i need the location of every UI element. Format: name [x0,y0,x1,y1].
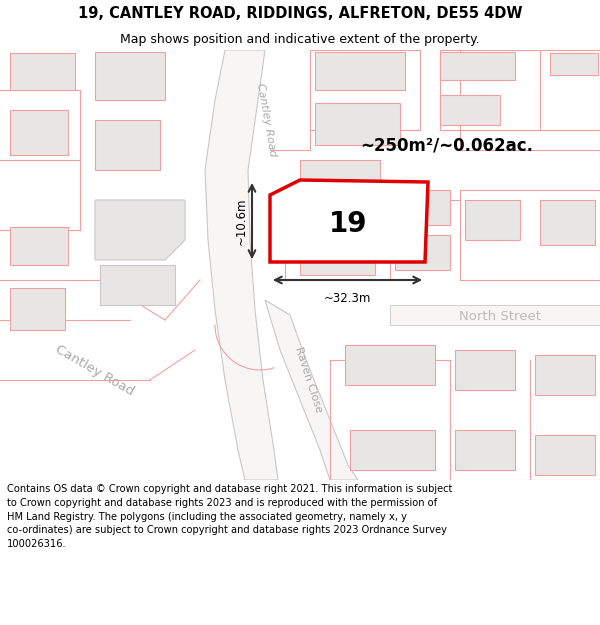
Bar [10,227,68,265]
Bar [315,52,405,90]
Polygon shape [270,180,428,262]
Text: 19, CANTLEY ROAD, RIDDINGS, ALFRETON, DE55 4DW: 19, CANTLEY ROAD, RIDDINGS, ALFRETON, DE… [78,6,522,21]
Bar [550,53,598,75]
Polygon shape [205,50,278,480]
Polygon shape [390,305,600,325]
Text: Cantley Road: Cantley Road [53,342,137,398]
Bar [440,95,500,125]
Text: Contains OS data © Crown copyright and database right 2021. This information is : Contains OS data © Crown copyright and d… [7,484,452,549]
Text: Raven Close: Raven Close [293,346,323,414]
Text: North Street: North Street [459,311,541,324]
Polygon shape [100,265,175,305]
Bar [465,200,520,240]
Text: 19: 19 [329,210,367,238]
Bar [535,435,595,475]
Bar [10,288,65,330]
Bar [10,53,75,90]
Bar [535,355,595,395]
Bar [540,200,595,245]
Polygon shape [95,200,185,260]
Bar [455,350,515,390]
Bar [395,235,450,270]
Bar [345,345,435,385]
Text: ~10.6m: ~10.6m [235,198,248,245]
Bar [455,430,515,470]
Text: ~32.3m: ~32.3m [324,292,371,305]
Bar [95,120,160,170]
Bar [315,103,400,145]
Text: Cantley Road: Cantley Road [254,82,277,158]
Bar [10,110,68,155]
Bar [440,52,515,80]
Bar [95,52,165,100]
Bar [300,235,375,275]
Bar [350,430,435,470]
Bar [395,190,450,225]
Text: ~250m²/~0.062ac.: ~250m²/~0.062ac. [360,136,533,154]
Text: Map shows position and indicative extent of the property.: Map shows position and indicative extent… [120,32,480,46]
Polygon shape [265,300,358,480]
Bar [300,160,380,195]
